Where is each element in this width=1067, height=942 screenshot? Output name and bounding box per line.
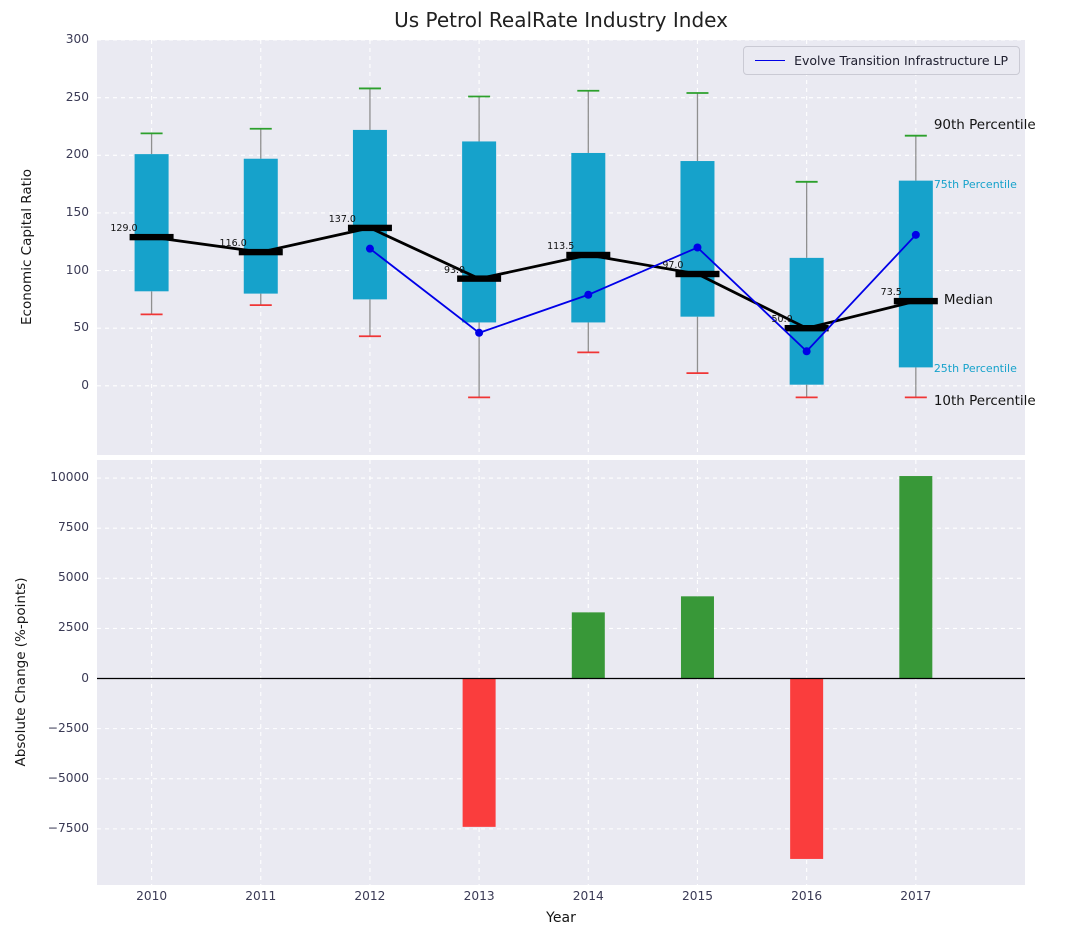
x-tick-label-2010: 2010 <box>136 889 168 903</box>
x-tick-label-2014: 2014 <box>572 889 604 903</box>
y-tick-label-bottom: 0 <box>81 670 89 685</box>
x-tick-label-2017: 2017 <box>900 889 932 903</box>
y-tick-label-top: 100 <box>65 262 89 277</box>
x-tick-label-2013: 2013 <box>463 889 495 903</box>
x-tick-label-2015: 2015 <box>681 889 713 903</box>
y-tick-label-top: 50 <box>73 320 89 335</box>
legend-line-swatch <box>755 60 786 61</box>
y-tick-label-bottom: 10000 <box>50 470 89 485</box>
y-tick-label-top: 150 <box>65 204 89 219</box>
y-tick-label-bottom: −7500 <box>47 820 89 835</box>
top-y-axis-label: Economic Capital Ratio <box>19 169 35 325</box>
y-tick-label-top: 200 <box>65 147 89 162</box>
x-tick-label-2016: 2016 <box>791 889 823 903</box>
x-tick-label-2011: 2011 <box>245 889 277 903</box>
top-plot-area <box>97 40 1025 455</box>
y-tick-label-top: 300 <box>65 32 89 46</box>
y-tick-label-bottom: 7500 <box>57 520 89 535</box>
legend-label: Evolve Transition Infrastructure LP <box>794 53 1008 68</box>
legend: Evolve Transition Infrastructure LP <box>743 46 1020 75</box>
bottom-plot-area <box>97 460 1025 885</box>
chart-title: Us Petrol RealRate Industry Index <box>394 8 728 32</box>
y-tick-label-bottom: −2500 <box>47 720 89 735</box>
y-tick-label-bottom: 2500 <box>57 620 89 635</box>
y-tick-label-top: 0 <box>81 377 89 392</box>
x-axis-label: Year <box>546 910 576 926</box>
y-tick-label-top: 250 <box>65 89 89 104</box>
bottom-y-axis-label: Absolute Change (%-points) <box>13 577 29 767</box>
x-tick-label-2012: 2012 <box>354 889 386 903</box>
y-tick-label-bottom: −5000 <box>47 770 89 785</box>
y-tick-label-bottom: 5000 <box>57 570 89 585</box>
